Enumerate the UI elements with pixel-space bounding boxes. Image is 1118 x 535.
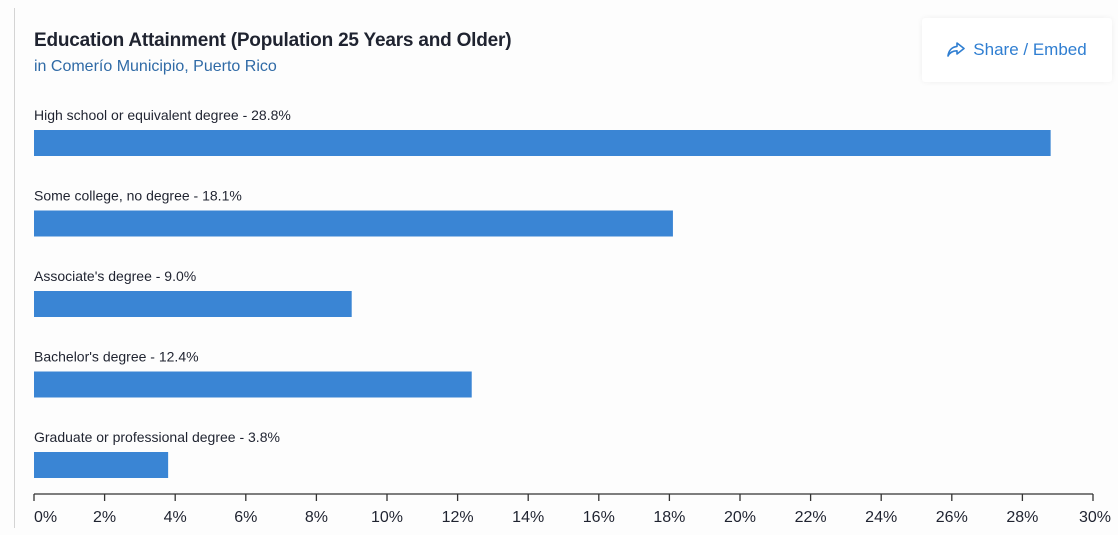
- chart-subtitle: in Comerío Municipio, Puerto Rico: [34, 58, 277, 75]
- bar-label: Associate's degree - 9.0%: [34, 268, 196, 284]
- x-tick-label: 20%: [724, 509, 756, 526]
- x-tick-label: 28%: [1006, 509, 1038, 526]
- x-tick-label: 30%: [1079, 509, 1111, 526]
- x-tick-label: 18%: [653, 509, 685, 526]
- x-tick-label: 8%: [305, 509, 328, 526]
- x-tick-label: 0%: [34, 509, 57, 526]
- bar-label: Some college, no degree - 18.1%: [34, 188, 242, 204]
- x-tick-label: 22%: [795, 509, 827, 526]
- x-tick-label: 26%: [936, 509, 968, 526]
- x-tick-label: 4%: [164, 509, 187, 526]
- bar: [34, 291, 352, 317]
- share-embed-label: Share / Embed: [973, 40, 1087, 59]
- x-tick-label: 2%: [93, 509, 116, 526]
- bar: [34, 130, 1051, 156]
- x-tick-label: 14%: [512, 509, 544, 526]
- left-divider: [14, 8, 15, 528]
- x-tick-label: 12%: [442, 509, 474, 526]
- bar-label: Graduate or professional degree - 3.8%: [34, 429, 280, 445]
- bar: [34, 371, 472, 398]
- bar-label: High school or equivalent degree - 28.8%: [34, 107, 291, 123]
- chart-title: Education Attainment (Population 25 Year…: [34, 30, 512, 51]
- share-embed-button[interactable]: Share / Embed: [922, 18, 1112, 82]
- x-tick-label: 6%: [234, 509, 257, 526]
- x-tick-label: 16%: [583, 509, 615, 526]
- bar: [34, 210, 673, 237]
- x-tick-label: 24%: [865, 509, 897, 526]
- share-icon: [947, 42, 966, 57]
- bar-label: Bachelor's degree - 12.4%: [34, 349, 199, 365]
- bar: [34, 452, 169, 478]
- x-tick-label: 10%: [371, 509, 403, 526]
